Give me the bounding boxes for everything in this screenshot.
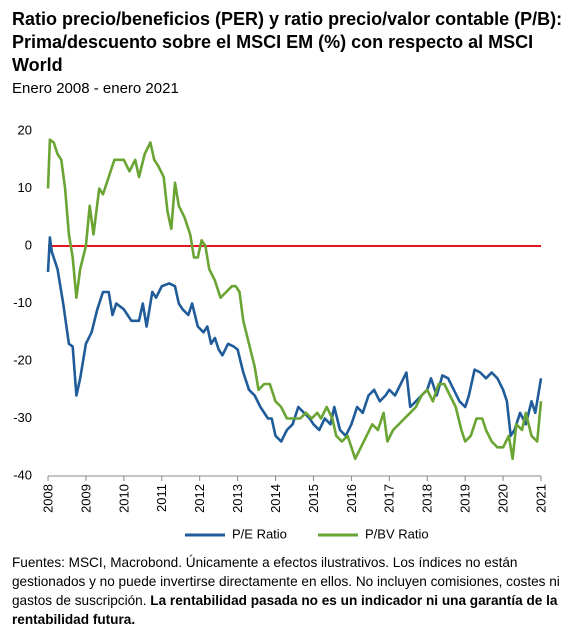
y-tick-label: -10 bbox=[13, 295, 32, 310]
x-tick-label: 2009 bbox=[78, 484, 93, 513]
x-tick-label: 2016 bbox=[344, 484, 359, 513]
x-tick-label: 2014 bbox=[268, 484, 283, 513]
x-tick-label: 2013 bbox=[230, 484, 245, 513]
footnote-bold: La rentabilidad pasada no es un indicado… bbox=[12, 593, 558, 627]
legend-label: P/E Ratio bbox=[232, 526, 287, 541]
legend-label: P/BV Ratio bbox=[365, 526, 429, 541]
x-tick-label: 2017 bbox=[382, 484, 397, 513]
chart-subtitle: Enero 2008 - enero 2021 bbox=[12, 80, 179, 97]
series-line bbox=[46, 236, 543, 443]
x-tick-label: 2012 bbox=[192, 484, 207, 513]
footnote-text: Fuentes: MSCI, Macrobond. Únicamente a e… bbox=[12, 555, 560, 608]
y-tick-label: 20 bbox=[18, 122, 32, 137]
chart: -40 -30 -20 -10 0 10 20 2008 2009 2010 2011 2012 201… bbox=[13, 122, 548, 541]
x-tick-label: 2008 bbox=[40, 484, 55, 513]
x-tick-label: 2020 bbox=[496, 484, 511, 513]
y-tick-label: -40 bbox=[13, 467, 32, 482]
series-line bbox=[46, 138, 543, 461]
x-tick-label: 2015 bbox=[306, 484, 321, 513]
x-tick-label: 2021 bbox=[533, 484, 548, 513]
footnote: Fuentes: MSCI, Macrobond. Únicamente a e… bbox=[12, 553, 572, 629]
y-tick-label: 10 bbox=[18, 180, 32, 195]
x-tick-label: 2011 bbox=[154, 484, 169, 512]
x-tick-label: 2010 bbox=[116, 484, 131, 513]
y-tick-label: -30 bbox=[13, 410, 32, 425]
x-tick-label: 2019 bbox=[458, 484, 473, 513]
x-tick-label: 2018 bbox=[420, 484, 435, 513]
y-tick-label: 0 bbox=[25, 237, 32, 252]
chart-title: Ratio precio/beneficios (PER) y ratio pr… bbox=[12, 9, 563, 75]
y-tick-label: -20 bbox=[13, 352, 32, 367]
